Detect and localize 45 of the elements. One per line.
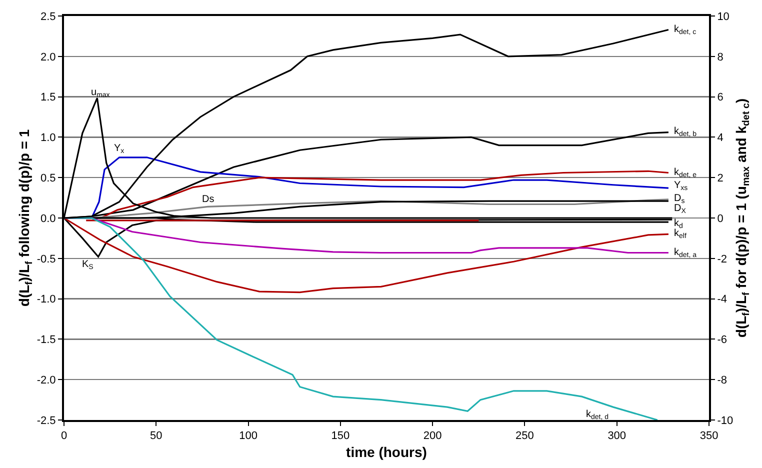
y-tick-label: -0.5 <box>36 253 56 266</box>
y-tick-label: -2.5 <box>36 414 56 427</box>
x-tick-label: 100 <box>239 430 258 442</box>
annotation: D$_{X}$ <box>674 203 686 216</box>
annotation: k$_{d}$ <box>674 218 683 230</box>
y-tick-label: -1.0 <box>36 294 56 306</box>
y-tick-label: 0.0 <box>40 212 56 225</box>
annotation: K$_{S}$ <box>82 259 94 272</box>
y-tick-label: -1.5 <box>36 334 56 346</box>
y2-tick-label: 4 <box>717 132 724 144</box>
y2-tick-label: -6 <box>717 334 727 346</box>
x-tick-label: 350 <box>700 430 718 442</box>
y2-tick-label: -10 <box>717 414 734 427</box>
y-tick-label: 1.0 <box>40 132 56 144</box>
y2-tick-label: 0 <box>717 212 724 225</box>
annotation: k$_{det, a}$ <box>674 247 697 260</box>
annotation: k$_{elf}$ <box>674 228 686 240</box>
x-tick-label: 0 <box>60 430 68 442</box>
annotation: k$_{det, d}$ <box>586 409 609 422</box>
annotation: Y$_{x}$ <box>114 143 125 156</box>
y-tick-label: 2.5 <box>40 10 56 23</box>
y2-tick-label: -8 <box>717 374 727 386</box>
x-axis-title: time (hours) <box>346 444 427 460</box>
y2-tick-label: -4 <box>717 294 727 306</box>
y2-tick-label: 2 <box>717 172 724 184</box>
y2-tick-label: 10 <box>717 10 730 23</box>
annotation: Ds <box>202 194 214 205</box>
y-tick-label: 1.5 <box>40 92 56 104</box>
annotation: D$_{s}$ <box>674 193 686 206</box>
annotation: k$_{det, e}$ <box>674 167 697 180</box>
x-tick-label: 300 <box>608 430 626 442</box>
x-tick-label: 200 <box>423 430 442 442</box>
y-tick-label: 0.5 <box>40 172 56 184</box>
y-tick-label: 2.0 <box>40 51 56 64</box>
annotation: Y$_{xs}$ <box>674 180 688 192</box>
y-tick-label: -2.0 <box>36 374 56 386</box>
annotation: k$_{det, b}$ <box>674 126 697 138</box>
y2-tick-label: 6 <box>717 92 724 104</box>
x-tick-label: 150 <box>331 430 350 442</box>
y2-tick-label: -2 <box>717 253 727 266</box>
x-tick-label: 50 <box>150 430 162 442</box>
annotation: u$_{max}$ <box>91 87 110 100</box>
annotation: k$_{det, c}$ <box>674 24 697 36</box>
x-tick-label: 250 <box>516 430 534 442</box>
y2-tick-label: 8 <box>717 51 724 64</box>
